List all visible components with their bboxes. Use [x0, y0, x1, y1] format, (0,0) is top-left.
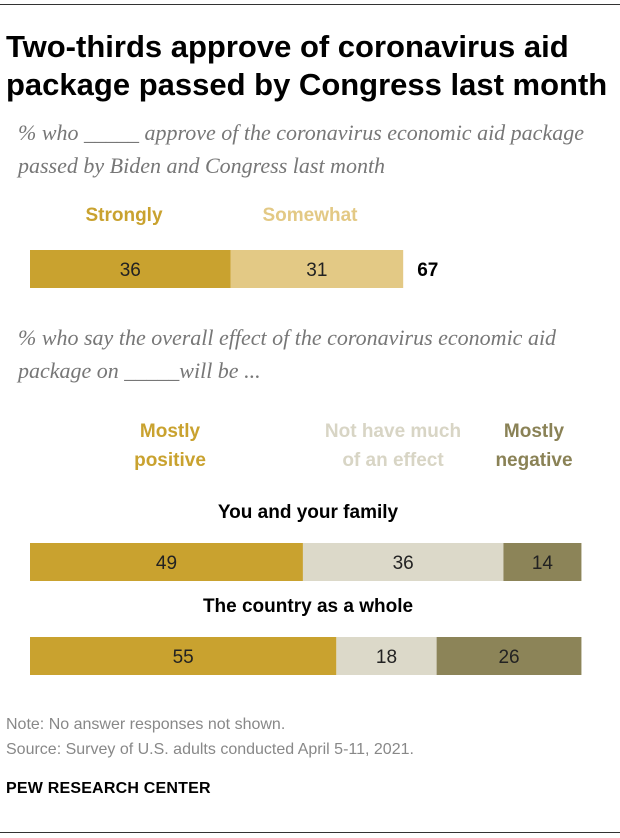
bottom-rule: [0, 832, 620, 833]
bar-mostly-negative-1: [436, 637, 582, 675]
top-rule: [0, 4, 620, 5]
legend-somewhat: Somewhat: [262, 205, 358, 226]
data-label-mostly-negative-1: 26: [498, 647, 519, 668]
legend-mostly-positive: Mostly positive: [110, 417, 230, 475]
legend-mostly-negative: Mostly negative: [486, 417, 582, 475]
data-label-mostly-positive-1: 55: [173, 647, 194, 668]
legend-not-much-effect-line1: Not have much: [324, 421, 462, 442]
approval-bar-chart: 36 31 67: [30, 250, 438, 288]
bar-mostly-positive-0: [30, 543, 303, 581]
data-label-mostly-positive-0: 49: [156, 553, 177, 574]
legend-mostly-positive-line1: Mostly: [139, 421, 201, 442]
data-label-somewhat: 31: [306, 260, 327, 281]
total-label: 67: [417, 260, 438, 281]
data-label-strongly: 36: [120, 260, 141, 281]
effect-bar-chart: 49 36 14 55 18 26: [30, 543, 582, 675]
data-label-not-have-much-of-an-effect-1: 18: [376, 647, 397, 668]
legend-strongly: Strongly: [85, 205, 163, 226]
data-label-not-have-much-of-an-effect-0: 36: [393, 553, 414, 574]
chart-title: Two-thirds approve of coronavirus aid pa…: [6, 29, 608, 102]
source-note: Source: Survey of U.S. adults conducted …: [6, 741, 414, 758]
bar-not-have-much-of-an-effect-1: [336, 637, 437, 675]
legend-mostly-negative-line1: Mostly: [503, 421, 565, 442]
legend-not-much-effect-line2: of an effect: [342, 450, 444, 471]
bar-mostly-negative-0: [503, 543, 582, 581]
approval-subtitle: % who _____ approve of the coronavirus e…: [18, 120, 584, 178]
legend-mostly-negative-line2: negative: [495, 450, 573, 471]
bar-not-have-much-of-an-effect-0: [302, 543, 504, 581]
row-label-country: The country as a whole: [202, 596, 414, 617]
bar-somewhat: [230, 250, 404, 288]
bar-mostly-positive-1: [30, 637, 337, 675]
bar-strongly: [30, 250, 231, 288]
footnote: Note: No answer responses not shown.: [6, 716, 286, 733]
legend-not-much-effect: Not have much of an effect: [300, 417, 486, 475]
legend-mostly-positive-line2: positive: [134, 450, 206, 471]
effect-subtitle: % who say the overall effect of the coro…: [18, 325, 557, 383]
data-label-mostly-negative-0: 14: [532, 553, 554, 574]
brand-logo-text: PEW RESEARCH CENTER: [6, 780, 211, 797]
row-label-family: You and your family: [217, 502, 399, 523]
